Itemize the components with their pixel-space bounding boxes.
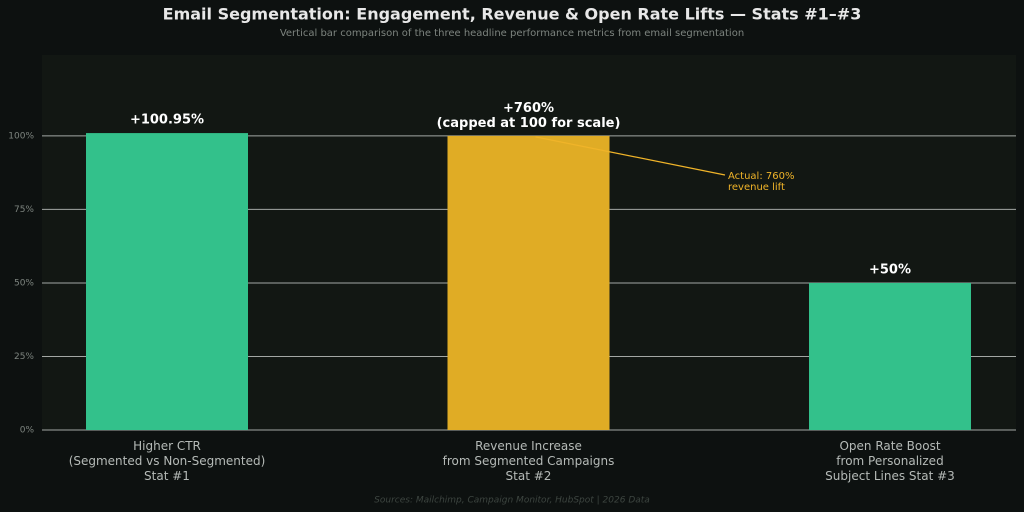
y-tick-label: 0%	[20, 426, 35, 436]
y-tick-label: 75%	[14, 205, 34, 215]
annotation: +760% (capped at 100 for scale)	[437, 100, 621, 130]
bar	[86, 133, 248, 430]
annotation-arrow	[535, 136, 726, 176]
annotation: Actual: 760% revenue lift	[728, 171, 794, 193]
x-tick-label: Higher CTR (Segmented vs Non-Segmented) St…	[69, 439, 266, 483]
x-tick-label: Open Rate Boost from Personalized Subject …	[825, 439, 955, 483]
footer: Sources: Mailchimp, Campaign Monitor, Hu…	[374, 496, 650, 506]
value-label: +100.95%	[130, 113, 204, 128]
x-tick-label: Revenue Increase from Segmented Campaigns…	[443, 439, 615, 483]
y-tick-label: 50%	[14, 278, 34, 288]
chart-subtitle: Vertical bar comparison of the three hea…	[280, 28, 744, 39]
y-tick-label: 25%	[14, 352, 34, 362]
value-label: +50%	[869, 262, 911, 277]
chart-title: Email Segmentation: Engagement, Revenue …	[163, 5, 862, 24]
y-tick-label: 100%	[8, 131, 34, 141]
bar	[447, 135, 610, 430]
bar	[809, 282, 971, 430]
